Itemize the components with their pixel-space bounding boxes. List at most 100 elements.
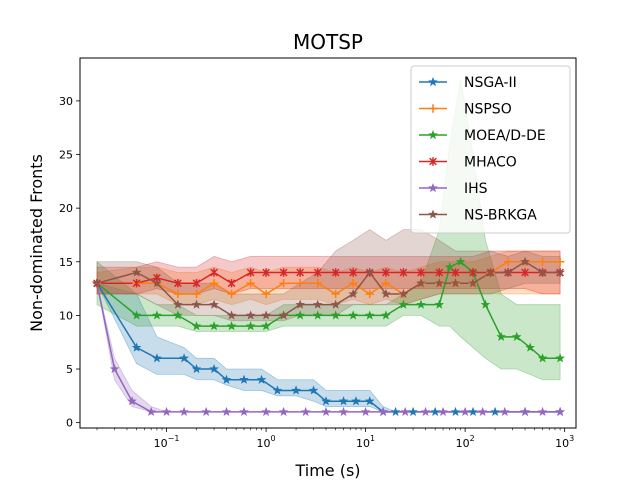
moea-d-de-point [191,321,202,331]
nsga-ii-point [321,396,331,406]
mhaco-point [174,279,182,288]
x-tick-label: 10−1 [154,434,180,450]
mhaco-point [192,279,201,288]
ns-brkga-point [245,310,256,320]
nspso-legend-marker [428,104,438,113]
nsga-ii-point [239,374,249,384]
mhaco-legend-label: MHACO [464,155,517,171]
nspso-point [173,289,183,299]
ns-brkga-point [555,267,565,277]
mhaco-point [331,268,340,277]
mhaco-point [227,279,236,288]
nspso-point [313,279,322,288]
nsga-ii-point [468,406,478,417]
ihs-point [555,406,565,417]
mhaco-point [262,268,270,277]
ns-brkga-point [450,278,461,288]
moea-d-de-point [444,262,455,272]
mhaco-point [349,268,358,277]
mhaco-point [417,268,425,277]
nsga-ii-point [131,342,142,352]
nsga-ii-point [364,396,375,406]
ns-brkga-point [503,267,513,277]
ns-brkga-band [96,229,561,322]
ihs-point [300,406,311,417]
mhaco-point [382,268,390,277]
x-tick-label: 102 [456,434,475,450]
nspso-legend-label: NSPSO [464,102,512,118]
ns-brkga-point [191,299,202,309]
moea-d-de-point [511,331,522,341]
ns-brkga-point [485,267,496,277]
ns-brkga-point [226,310,237,320]
nsga-ii-legend-label: NSGA-II [464,75,517,91]
mhaco-point [279,268,288,277]
mhaco-point [132,279,141,288]
nspso-point [555,257,565,266]
mhaco-point [469,268,477,277]
ns-brkga-point [92,278,102,288]
mhaco-legend-marker [429,157,437,166]
moea-d-de-point [131,310,142,320]
nsga-ii-point [291,385,301,395]
nsga-ii-legend-marker [428,76,438,87]
x-tick-label: 101 [356,434,375,450]
nspso-point [295,279,305,288]
ihs-point [400,406,411,417]
ns-brkga-point [381,288,391,299]
ns-brkga-point [398,288,409,299]
ihs-point [520,406,530,417]
nsga-ii-point [308,385,319,395]
nsga-ii-point [430,406,440,417]
ihs-point [261,406,271,417]
ns-brkga-point [348,288,358,299]
ns-brkga-point [468,278,478,288]
ihs-point [278,406,289,417]
moea-d-de-point [455,256,466,266]
nsga-ii-point [272,385,283,395]
series-markers [92,256,565,417]
ihs-point [161,406,172,417]
nsga-ii-point [152,353,162,363]
nspso-point [365,289,374,299]
ihs-point [438,406,448,417]
nsga-ii-point [338,396,349,406]
nsga-ii-point [450,406,461,417]
nsga-ii-point [256,374,267,384]
moea-d-de-band [96,79,561,381]
y-axis-label: Non-dominated Fronts [27,154,46,332]
ihs-legend-label: IHS [464,181,488,197]
ns-brkga-point [173,299,183,309]
y-tick-label: 10 [59,309,73,322]
ihs-point [420,406,431,417]
mhaco-point [521,268,529,277]
ns-brkga-point [209,299,219,309]
nspso-point [279,279,288,288]
moea-d-de-point [525,342,535,352]
mhaco-point [246,268,255,277]
ns-brkga-point [278,310,289,320]
moea-d-de-line [96,260,561,360]
moea-d-de-point [209,321,219,331]
ihs-point [460,406,470,417]
mhaco-point [296,268,305,277]
ns-brkga-point [434,278,445,288]
moea-d-de-point [226,321,237,331]
ihs-point [146,406,156,417]
ihs-point [537,406,548,417]
moea-d-de-point [555,353,565,363]
plot-frame [79,57,577,429]
x-axis-label: Time (s) [294,461,360,480]
confidence-bands [96,79,561,413]
nsga-ii-point [221,374,232,384]
ihs-point [360,406,371,417]
nspso-point [209,279,219,288]
x-axis: 10−1 100 101 102 103 [96,428,574,450]
nsga-ii-band [96,282,561,413]
nspso-point [227,289,236,299]
moea-d-de-point [537,353,548,363]
x-tick-label: 103 [555,434,574,450]
moea-d-de-legend-marker [428,129,438,140]
nsga-ii-point [191,363,202,374]
